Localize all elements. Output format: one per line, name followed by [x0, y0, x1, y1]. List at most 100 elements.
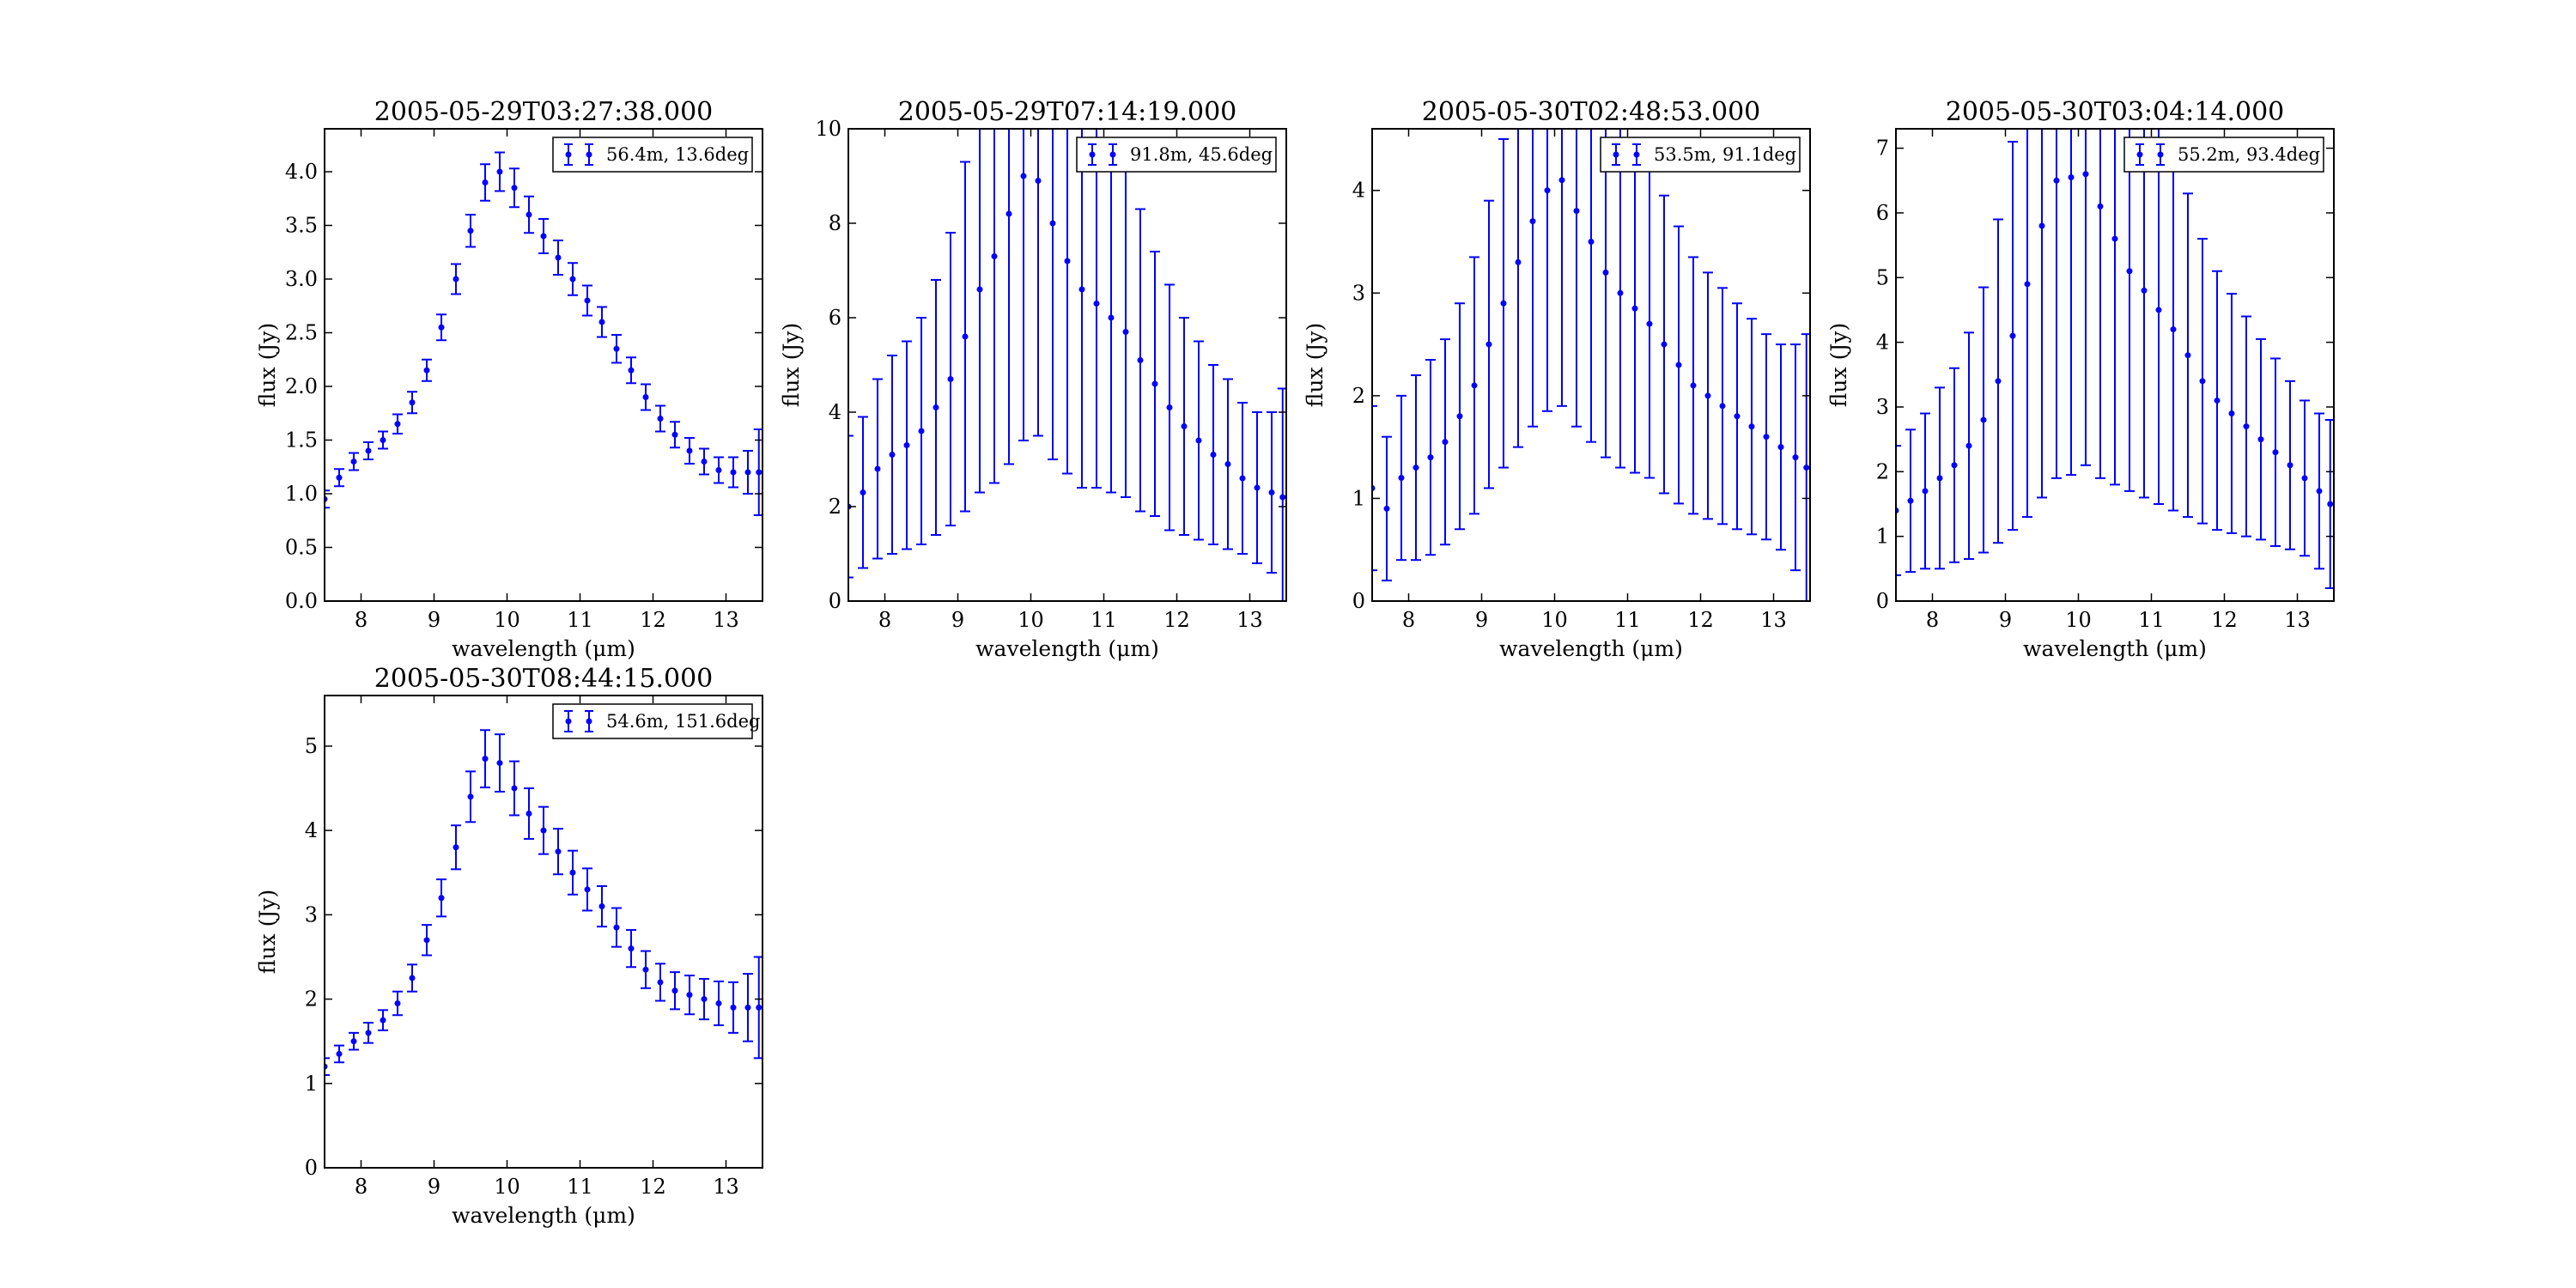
y-tick-label: 2 — [1876, 459, 1889, 483]
data-point — [409, 975, 416, 981]
data-point — [540, 233, 547, 240]
x-axis-label: wavelength (μm) — [1499, 636, 1683, 661]
data-point — [1151, 380, 1158, 387]
data-point — [1515, 258, 1522, 265]
legend-marker — [586, 718, 592, 725]
y-tick-label: 4.0 — [285, 160, 318, 184]
data-point — [438, 895, 445, 902]
data-point — [1704, 392, 1711, 399]
legend: 56.4m, 13.6deg — [552, 137, 753, 173]
data-point — [467, 793, 474, 800]
data-point — [2184, 352, 2191, 359]
data-point — [2097, 203, 2104, 210]
data-point — [1456, 413, 1463, 420]
data-point — [1210, 452, 1217, 458]
chart-title: 2005-05-30T03:04:14.000 — [1946, 97, 2285, 127]
data-point — [1631, 305, 1638, 312]
plot-frame — [324, 695, 763, 1169]
x-tick-label: 10 — [1018, 608, 1044, 632]
data-point — [1254, 484, 1261, 491]
data-point — [1181, 423, 1188, 429]
x-tick-label: 11 — [567, 1175, 593, 1199]
plot-frame — [1895, 128, 2335, 602]
data-point — [1239, 475, 1246, 482]
y-tick-label: 5 — [1876, 265, 1889, 289]
data-point — [715, 467, 722, 473]
data-point — [657, 416, 664, 422]
chart-title: 2005-05-30T02:48:53.000 — [1422, 97, 1761, 127]
x-tick-label: 12 — [2211, 608, 2238, 632]
x-tick-label: 13 — [1236, 608, 1263, 632]
x-tick-label: 13 — [713, 608, 739, 632]
legend-label: 53.5m, 91.1deg — [1654, 144, 1796, 165]
data-point — [394, 421, 401, 428]
x-tick-label: 13 — [2284, 608, 2311, 632]
y-tick-label: 0.0 — [285, 589, 318, 613]
chart-title: 2005-05-29T03:27:38.000 — [374, 97, 714, 127]
x-tick-label: 10 — [2065, 608, 2092, 632]
data-point — [1617, 289, 1624, 296]
data-point — [453, 844, 459, 851]
data-point — [1485, 341, 1492, 348]
legend-marker — [2136, 151, 2143, 158]
y-tick-label: 4 — [305, 818, 318, 842]
data-point — [365, 447, 372, 454]
y-tick-label: 1 — [1876, 525, 1889, 549]
data-series — [325, 729, 762, 1076]
data-point — [380, 1017, 386, 1024]
data-point — [2038, 222, 2045, 229]
x-tick-label: 9 — [1999, 608, 2012, 632]
legend-marker — [1633, 151, 1640, 158]
data-point — [715, 999, 722, 1006]
y-tick-label: 3.0 — [285, 267, 318, 291]
data-point — [1093, 301, 1100, 307]
data-point — [1195, 437, 1202, 444]
x-tick-label: 10 — [494, 608, 520, 632]
data-point — [1763, 434, 1770, 440]
data-point — [2287, 462, 2293, 469]
data-point — [365, 1030, 372, 1036]
legend-label: 56.4m, 13.6deg — [606, 144, 749, 165]
data-point — [1734, 413, 1741, 420]
data-point — [2199, 378, 2206, 385]
x-tick-label: 9 — [1475, 608, 1488, 632]
x-tick-label: 13 — [1760, 608, 1787, 632]
x-tick-label: 12 — [1687, 608, 1714, 632]
data-point — [1500, 300, 1507, 307]
data-point — [671, 431, 678, 438]
data-point — [409, 399, 416, 406]
data-point — [2009, 332, 2016, 339]
data-point — [526, 811, 532, 817]
x-tick-label: 12 — [640, 608, 666, 632]
data-point — [482, 756, 489, 762]
data-point — [540, 827, 547, 834]
plot-frame — [324, 128, 763, 602]
data-point — [2024, 281, 2031, 288]
x-tick-label: 11 — [1091, 608, 1117, 632]
x-tick-label: 8 — [355, 1175, 368, 1199]
y-tick-label: 6 — [1876, 201, 1889, 225]
data-point — [1049, 220, 1056, 227]
data-point — [336, 1050, 343, 1057]
x-axis-label: wavelength (μm) — [452, 636, 635, 661]
data-point — [889, 452, 896, 458]
data-point — [1907, 497, 1914, 504]
data-point — [933, 404, 939, 410]
data-point — [467, 228, 474, 234]
data-point — [1792, 454, 1799, 461]
data-point — [744, 1004, 751, 1011]
data-point — [628, 367, 635, 374]
data-point — [1427, 454, 1434, 461]
data-point — [1777, 444, 1784, 451]
x-tick-label: 11 — [567, 608, 593, 632]
data-point — [2141, 287, 2148, 294]
x-tick-label: 11 — [1614, 608, 1641, 632]
y-axis-label: flux (Jy) — [1303, 323, 1327, 407]
data-point — [1166, 404, 1173, 410]
data-point — [756, 469, 762, 476]
data-point — [962, 333, 969, 340]
data-point — [1965, 442, 1972, 449]
x-tick-label: 10 — [494, 1175, 520, 1199]
x-axis-label: wavelength (μm) — [975, 636, 1159, 661]
